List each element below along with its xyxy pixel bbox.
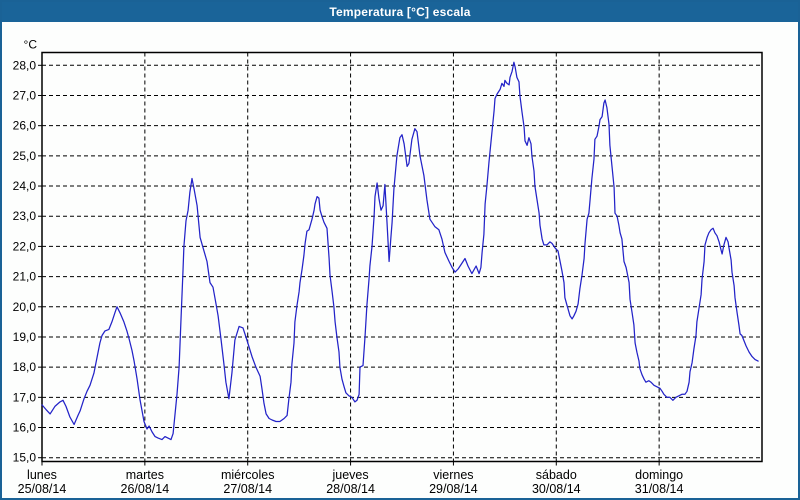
y-axis-tick-label: 24,0 (13, 179, 37, 193)
day-label: viernes (433, 468, 473, 482)
date-label: 29/08/14 (429, 482, 478, 496)
date-label: 26/08/14 (121, 482, 170, 496)
y-axis-tick-label: 20,0 (13, 300, 37, 314)
y-axis-tick-label: 17,0 (13, 390, 37, 404)
window-title: Temperatura [°C] escala (329, 5, 471, 19)
y-axis-tick-label: 16,0 (13, 421, 37, 435)
y-axis-tick-label: 19,0 (13, 330, 37, 344)
day-label: sábado (536, 468, 577, 482)
temperature-line (41, 61, 759, 441)
day-label: jueves (332, 468, 369, 482)
plot-frame (41, 51, 763, 463)
y-axis-tick-label: 21,0 (13, 270, 37, 284)
date-label: 30/08/14 (532, 482, 581, 496)
y-axis-tick-label: 28,0 (13, 58, 37, 72)
y-axis-tick-label: 25,0 (13, 149, 37, 163)
day-label: domingo (635, 468, 683, 482)
y-axis-tick-label: 15,0 (13, 451, 37, 465)
y-axis-unit-label: °C (24, 38, 38, 52)
y-axis-tick-label: 18,0 (13, 360, 37, 374)
y-axis-tick-label: 23,0 (13, 209, 37, 223)
date-label: 25/08/14 (18, 482, 67, 496)
date-label: 27/08/14 (223, 482, 272, 496)
y-axis-tick-label: 22,0 (13, 239, 37, 253)
day-label: martes (126, 468, 164, 482)
date-label: 28/08/14 (326, 482, 375, 496)
y-axis-tick-label: 26,0 (13, 119, 37, 133)
day-label: lunes (27, 468, 57, 482)
title-bar[interactable]: Temperatura [°C] escala (2, 2, 798, 22)
day-label: miércoles (221, 468, 275, 482)
y-axis-tick-label: 27,0 (13, 88, 37, 102)
date-label: 31/08/14 (635, 482, 684, 496)
